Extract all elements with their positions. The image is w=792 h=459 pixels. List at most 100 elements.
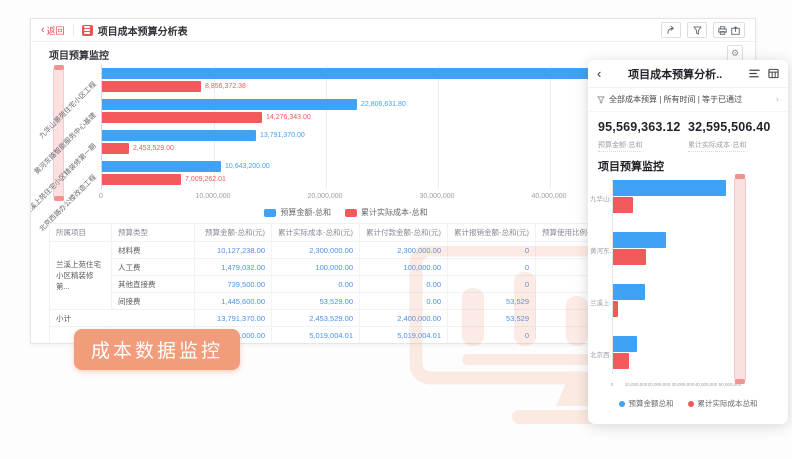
table-row: 人工费1,479,032.00100,000.00100,000.0006.76… bbox=[50, 258, 624, 276]
actual-cost-bar bbox=[102, 143, 129, 154]
mobile-preview-panel: ‹ 项目成本预算分析.. 全部成本预算 | 所有时间 | 等于已通过 › 95,… bbox=[588, 60, 788, 424]
gridline bbox=[438, 65, 439, 189]
actual-cell: 0.00 bbox=[271, 275, 360, 293]
panel-x-axis-tick-label: 50,000,000 bbox=[718, 382, 742, 387]
chart-legend: 预算金额-总和 累计实际成本-总和 bbox=[101, 207, 591, 218]
panel-datazoom-slider[interactable] bbox=[734, 174, 746, 384]
actual-cost-bar bbox=[102, 112, 262, 123]
budget-type-cell: 间接费 bbox=[111, 292, 195, 310]
actual-cost-bar bbox=[612, 301, 618, 317]
budget-pivot-table: 所属项目 预算类型 预算金额-总和(元) 累计实际成本-总和(元) 累计付款金额-总和(… bbox=[49, 223, 624, 343]
panel-back-button[interactable]: ‹ bbox=[597, 66, 602, 81]
gear-icon: ⚙ bbox=[730, 47, 740, 58]
legend-label: 预算金额-总和 bbox=[280, 208, 331, 217]
report-form-icon bbox=[81, 24, 93, 36]
panel-section-title: 项目预算监控 bbox=[598, 161, 664, 173]
filter-conditions-text: 全部成本预算 | 所有时间 | 等于已通过 bbox=[609, 95, 743, 104]
budget-cell: 739,500.00 bbox=[194, 275, 272, 293]
actual-cell: 2,300,000.00 bbox=[271, 241, 360, 259]
table-grid-icon bbox=[768, 68, 779, 79]
reimburse-cell: 0 bbox=[447, 241, 536, 259]
chart-list-button[interactable] bbox=[749, 68, 760, 79]
reimburse-cell: 0 bbox=[447, 275, 536, 293]
back-button[interactable]: ‹ 返回 bbox=[41, 24, 65, 37]
x-axis-tick-label: 30,000,000 bbox=[419, 193, 455, 200]
datazoom-top-handle[interactable] bbox=[53, 65, 64, 70]
chart-datazoom-slider[interactable] bbox=[53, 65, 64, 201]
legend-item[interactable]: 预算金额-总和 bbox=[264, 207, 331, 218]
panel-filter-bar[interactable]: 全部成本预算 | 所有时间 | 等于已通过 › bbox=[588, 88, 788, 112]
column-header: 预算类型 bbox=[111, 223, 195, 242]
actual-cost-label: 累计实际成本·总和 bbox=[688, 140, 747, 152]
panel-category-label: 九华山.. bbox=[590, 196, 611, 203]
panel-datazoom-top-handle[interactable] bbox=[735, 174, 745, 179]
legend-dot bbox=[618, 400, 625, 407]
actual-cost-bar bbox=[612, 197, 633, 213]
print-export-button-group[interactable] bbox=[713, 22, 745, 38]
bar-value-label: 14,276,343.00 bbox=[266, 114, 311, 121]
filter-funnel-icon bbox=[692, 25, 702, 35]
category-label: 九华山景苑住宅小区工程 bbox=[38, 80, 98, 141]
actual-cost-value: 32,595,506.40 bbox=[688, 120, 771, 134]
actual-cost-bar bbox=[102, 81, 201, 92]
filter-chevron-icon: › bbox=[775, 94, 779, 105]
table-row: 小计 13,791,370.00 2,453,529.00 2,400,000.00 5… bbox=[49, 309, 624, 327]
legend-label: 累计实际成本总和 bbox=[697, 399, 758, 408]
budget-type-cell: 人工费 bbox=[111, 258, 195, 276]
actual-cell: 53,529.00 bbox=[271, 292, 360, 310]
gridline bbox=[214, 65, 215, 189]
filter-button[interactable] bbox=[687, 22, 707, 38]
table-row: 兰溪上苑住宅小区精装修第... 材料费 10,127,238.00 2,300,000… bbox=[49, 241, 624, 310]
budget-bar bbox=[102, 68, 591, 79]
panel-category-label: 黄河东.. bbox=[590, 248, 611, 255]
legend-item[interactable]: 预算金额总和 bbox=[618, 398, 674, 409]
panel-budget-bar-chart: 九华山.. 黄河东.. 兰溪上.. 北京西.. 0 10,000,000 20,000,00… bbox=[588, 174, 788, 424]
share-icon bbox=[666, 25, 674, 34]
share-button[interactable] bbox=[661, 22, 681, 38]
legend-item[interactable]: 累计实际成本-总和 bbox=[345, 207, 428, 218]
x-axis-tick-label: 40,000,000 bbox=[531, 193, 567, 200]
budget-bar bbox=[612, 232, 666, 248]
budget-cell: 1,445,600.00 bbox=[194, 292, 272, 310]
datazoom-bottom-handle[interactable] bbox=[53, 196, 64, 201]
paid-cell: 2,400,000.00 bbox=[359, 309, 448, 327]
budget-total-label: 预算金额·总和 bbox=[598, 140, 643, 152]
budget-type-cell: 材料费 bbox=[111, 241, 195, 259]
x-axis-tick-label: 20,000,000 bbox=[307, 193, 343, 200]
paid-cell: 0.00 bbox=[359, 292, 448, 310]
panel-category-label: 北京西.. bbox=[590, 352, 611, 359]
column-header: 所属项目 bbox=[49, 223, 112, 242]
table-header: 所属项目 预算类型 预算金额-总和(元) 累计实际成本-总和(元) 累计付款金额-总和(… bbox=[49, 223, 624, 242]
paid-cell: 100,000.00 bbox=[359, 258, 448, 276]
x-axis-tick-label: 10,000,000 bbox=[195, 193, 231, 200]
panel-category-label: 兰溪上.. bbox=[590, 300, 611, 307]
budget-type-cell: 其他直接费 bbox=[111, 275, 195, 293]
reimburse-cell: 0 bbox=[447, 326, 536, 343]
budget-cell: 10,127,238.00 bbox=[194, 241, 272, 259]
actual-cost-stat: 32,595,506.40 累计实际成本·总和 bbox=[688, 120, 778, 154]
table-view-button[interactable] bbox=[768, 68, 779, 79]
actual-cost-bar bbox=[612, 353, 629, 369]
bar-value-label: 7,009,262.01 bbox=[185, 176, 226, 183]
actual-cell: 2,453,529.00 bbox=[271, 309, 360, 327]
bar-value-label: 8,856,372.38 bbox=[205, 83, 246, 90]
legend-label: 累计实际成本-总和 bbox=[361, 208, 428, 217]
legend-label: 预算金额总和 bbox=[628, 399, 674, 408]
budget-bar bbox=[102, 161, 221, 172]
header-divider bbox=[72, 24, 74, 36]
cost-monitoring-callout: 成本数据监控 bbox=[74, 329, 241, 370]
export-icon bbox=[731, 25, 740, 35]
actual-cost-bar bbox=[612, 249, 646, 265]
chart-settings-button[interactable]: ⚙ bbox=[727, 45, 743, 61]
legend-swatch bbox=[345, 208, 357, 217]
project-name-cell: 兰溪上苑住宅小区精装修第... bbox=[49, 241, 112, 310]
budget-total-stat: 95,569,363.12 预算金额·总和 bbox=[598, 120, 688, 154]
category-label: 黄河东路智能服务中心基建 bbox=[33, 111, 98, 177]
panel-datazoom-bottom-handle[interactable] bbox=[735, 379, 745, 384]
budget-bar bbox=[612, 180, 726, 196]
bar-value-label: 2,453,529.00 bbox=[133, 145, 174, 152]
legend-item[interactable]: 累计实际成本总和 bbox=[687, 398, 758, 409]
x-axis-tick-label: 0 bbox=[99, 193, 103, 200]
budget-bar bbox=[612, 284, 645, 300]
